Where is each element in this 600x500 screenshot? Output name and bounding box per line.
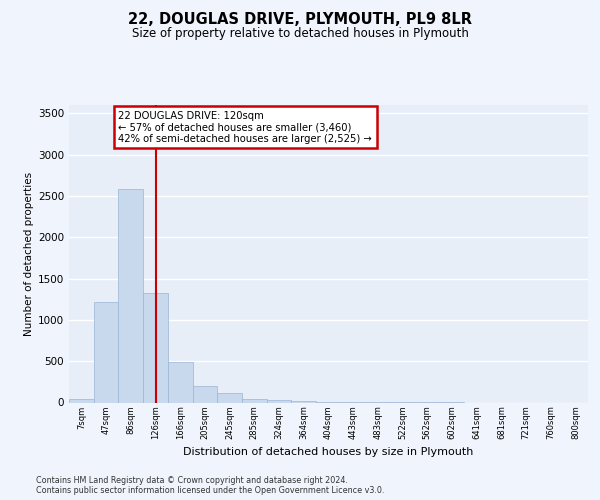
Bar bbox=[242, 399, 267, 402]
Text: 22, DOUGLAS DRIVE, PLYMOUTH, PL9 8LR: 22, DOUGLAS DRIVE, PLYMOUTH, PL9 8LR bbox=[128, 12, 472, 28]
Text: 22 DOUGLAS DRIVE: 120sqm
← 57% of detached houses are smaller (3,460)
42% of sem: 22 DOUGLAS DRIVE: 120sqm ← 57% of detach… bbox=[118, 111, 372, 144]
Bar bbox=[94, 302, 118, 402]
Y-axis label: Number of detached properties: Number of detached properties bbox=[24, 172, 34, 336]
Bar bbox=[69, 399, 94, 402]
Bar bbox=[217, 394, 242, 402]
Bar bbox=[193, 386, 217, 402]
Text: Size of property relative to detached houses in Plymouth: Size of property relative to detached ho… bbox=[131, 28, 469, 40]
Bar bbox=[118, 190, 143, 402]
Bar bbox=[168, 362, 193, 403]
Text: Contains public sector information licensed under the Open Government Licence v3: Contains public sector information licen… bbox=[36, 486, 385, 495]
Text: Contains HM Land Registry data © Crown copyright and database right 2024.: Contains HM Land Registry data © Crown c… bbox=[36, 476, 348, 485]
X-axis label: Distribution of detached houses by size in Plymouth: Distribution of detached houses by size … bbox=[184, 448, 473, 458]
Bar bbox=[267, 400, 292, 402]
Bar bbox=[143, 292, 168, 403]
